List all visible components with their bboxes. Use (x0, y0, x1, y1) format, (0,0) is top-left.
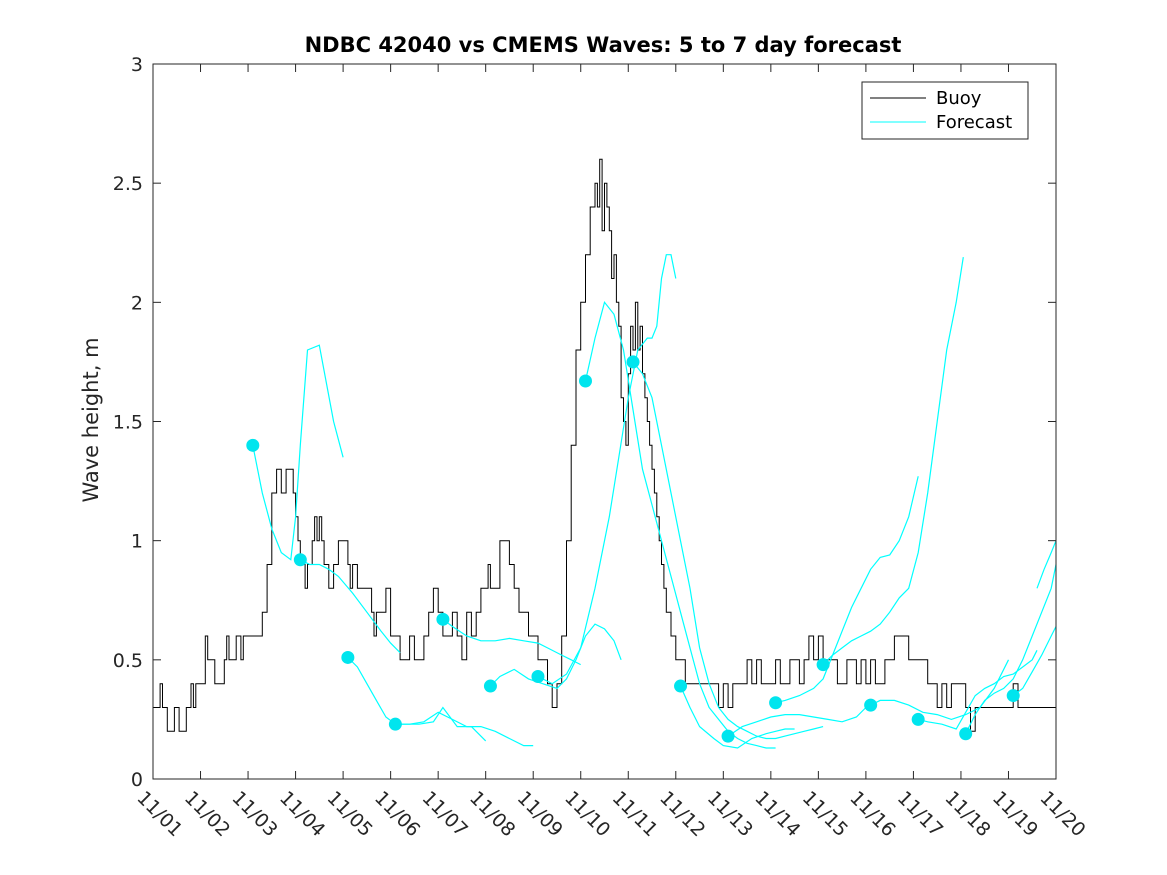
forecast-series-line-11 (727, 707, 867, 737)
buoy-series-line (153, 158, 1056, 732)
y-tick-label: 1.5 (113, 412, 143, 434)
forecast-series-line-7 (537, 254, 677, 685)
forecast-start-marker (674, 679, 688, 693)
forecast-start-marker (341, 650, 355, 664)
forecast-series-line-2 (300, 559, 401, 654)
forecast-start-marker (436, 612, 450, 626)
forecast-start-marker (816, 658, 830, 672)
y-tick-label: 3 (131, 54, 143, 76)
y-tick-label: 0.5 (113, 650, 143, 672)
forecast-series-line-6 (489, 623, 622, 690)
y-axis-label: Wave height, m (79, 337, 103, 502)
forecast-series-line-5 (442, 618, 581, 666)
forecast-series-line-16 (965, 564, 1056, 734)
forecast-series-line-10 (679, 685, 795, 749)
forecast-series-line-17 (1012, 626, 1056, 697)
y-tick-label: 2 (131, 292, 143, 314)
legend-label-forecast: Forecast (936, 112, 1012, 133)
forecast-series-line-9 (632, 361, 824, 740)
forecast-start-marker (578, 374, 592, 388)
series-group (153, 158, 1056, 749)
chart-title: NDBC 42040 vs CMEMS Waves: 5 to 7 day fo… (305, 33, 902, 57)
forecast-series-line-12 (775, 476, 919, 704)
forecast-series-line-1 (252, 344, 344, 561)
forecast-start-marker (293, 553, 307, 567)
forecast-start-marker (721, 729, 735, 743)
legend-box (861, 81, 1029, 140)
forecast-series-line-13 (822, 257, 964, 666)
legend: Buoy Forecast (861, 81, 1029, 140)
forecast-start-marker (531, 670, 545, 684)
plot-area (153, 158, 1056, 749)
forecast-series-line-8 (584, 300, 776, 749)
legend-label-buoy: Buoy (936, 88, 982, 109)
forecast-start-marker (911, 712, 925, 726)
forecast-start-marker (864, 698, 878, 712)
forecast-series-line-15 (918, 650, 1038, 730)
y-tick-label: 2.5 (113, 173, 143, 195)
forecast-start-marker (246, 438, 260, 452)
forecast-start-marker (1006, 689, 1020, 703)
y-tick-label: 1 (131, 531, 143, 553)
forecast-start-marker (626, 355, 640, 369)
forecast-start-marker (769, 696, 783, 710)
forecast-start-marker (388, 717, 402, 731)
forecast-start-marker (483, 679, 497, 693)
forecast-start-marker (959, 727, 973, 741)
y-tick-label: 0 (131, 769, 143, 791)
forecast-series-line-4 (395, 711, 534, 747)
forecast-series-line-18 (1036, 540, 1056, 589)
